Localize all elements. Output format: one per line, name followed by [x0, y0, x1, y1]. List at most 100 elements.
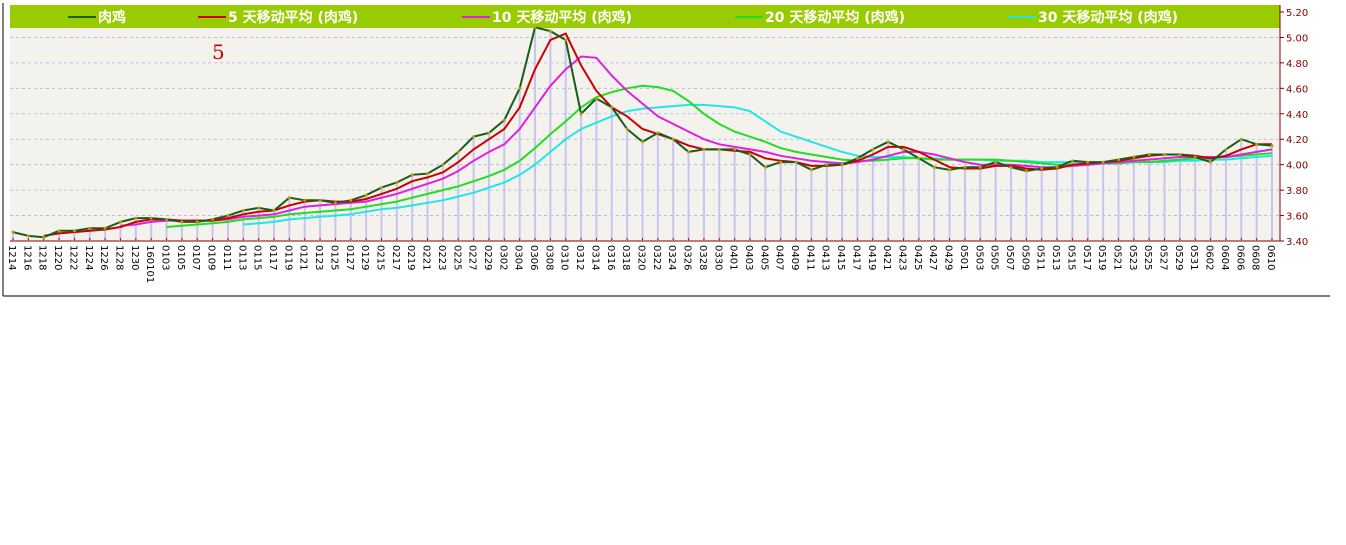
x-tick-label: 0419: [866, 245, 877, 270]
y-tick-label: 5.20: [1286, 8, 1308, 19]
x-tick-label: 1214: [6, 245, 17, 270]
legend-label: 30 天移动平均 (肉鸡): [1038, 9, 1178, 26]
x-tick-label: 0501: [958, 245, 969, 270]
point: [318, 198, 322, 202]
x-tick-group: 0314: [589, 245, 600, 270]
x-tick-group: 0423: [897, 245, 908, 270]
x-tick-label: 0401: [728, 245, 739, 270]
point: [1101, 160, 1105, 164]
point: [1209, 160, 1213, 164]
x-tick-label: 0421: [881, 245, 892, 270]
point: [610, 105, 614, 109]
x-tick-label: 1218: [37, 245, 48, 270]
point: [1132, 155, 1136, 159]
x-tick-label: 0606: [1234, 245, 1245, 270]
y-tick-label: 3.40: [1286, 237, 1308, 248]
x-tick-label: 0310: [559, 245, 570, 270]
legend-label: 20 天移动平均 (肉鸡): [765, 9, 905, 26]
x-tick-group: 0318: [620, 245, 631, 270]
point: [1224, 147, 1228, 151]
point: [1163, 152, 1167, 156]
x-tick-group: 0610: [1265, 245, 1276, 270]
x-tick-group: 1224: [83, 245, 94, 270]
x-tick-group: 0521: [1111, 245, 1122, 270]
legend-label: 5 天移动平均 (肉鸡): [228, 9, 358, 26]
x-tick-label: 1228: [113, 245, 124, 270]
point: [287, 196, 291, 200]
x-tick-label: 0115: [252, 245, 263, 270]
x-tick-group: 0312: [574, 245, 585, 270]
point: [426, 172, 430, 176]
y-tick-label: 4.20: [1286, 135, 1308, 146]
point: [149, 216, 153, 220]
point: [994, 160, 998, 164]
x-tick-group: 1230: [129, 245, 140, 270]
point: [579, 112, 583, 116]
x-tick-group: 0223: [436, 245, 447, 270]
point: [303, 198, 307, 202]
x-tick-label: 1230: [129, 245, 140, 270]
x-tick-group: 0129: [359, 245, 370, 270]
point: [195, 220, 199, 224]
legend-bar: [10, 5, 1280, 28]
x-tick-group: 0427: [927, 245, 938, 270]
x-tick-group: 0417: [850, 245, 861, 270]
point: [886, 140, 890, 144]
point: [548, 29, 552, 33]
point: [656, 131, 660, 135]
x-tick-group: 0115: [252, 245, 263, 270]
point: [902, 147, 906, 151]
point: [11, 230, 15, 234]
x-tick-group: 0604: [1219, 245, 1230, 270]
x-tick-label: 0302: [497, 245, 508, 270]
point: [441, 163, 445, 167]
x-tick-label: 0223: [436, 245, 447, 270]
y-tick-label: 4.60: [1286, 84, 1308, 95]
x-tick-label: 1224: [83, 245, 94, 270]
x-tick-label: 0513: [1050, 245, 1061, 270]
x-tick-group: 0525: [1142, 245, 1153, 270]
x-tick-group: 0602: [1204, 245, 1215, 270]
point: [257, 206, 261, 210]
x-tick-group: 0227: [467, 245, 478, 270]
point: [472, 135, 476, 139]
x-tick-group: 0517: [1081, 245, 1092, 270]
x-tick-label: 0113: [236, 245, 247, 270]
point: [948, 168, 952, 172]
point: [364, 193, 368, 197]
x-tick-group: 0316: [605, 245, 616, 270]
point: [917, 156, 921, 160]
x-tick-group: 0107: [190, 245, 201, 270]
point: [88, 226, 92, 230]
x-tick-label: 0507: [1004, 245, 1015, 270]
point: [134, 216, 138, 220]
point: [349, 198, 353, 202]
x-tick-label: 0503: [973, 245, 984, 270]
x-tick-group: 0608: [1250, 245, 1261, 270]
x-tick-group: 0304: [513, 245, 524, 270]
x-tick-group: 0419: [866, 245, 877, 270]
x-tick-group: 0121: [298, 245, 309, 270]
x-tick-group: 0513: [1050, 245, 1061, 270]
x-tick-group: 0215: [374, 245, 385, 270]
x-tick-group: 160101: [144, 245, 155, 283]
x-tick-label: 0527: [1158, 245, 1169, 270]
x-tick-group: 1218: [37, 245, 48, 270]
x-tick-group: 0306: [528, 245, 539, 270]
point: [855, 156, 859, 160]
x-tick-label: 0529: [1173, 245, 1184, 270]
x-tick-label: 160101: [144, 245, 155, 283]
x-tick-label: 0119: [282, 245, 293, 270]
x-tick-group: 0127: [344, 245, 355, 270]
point: [1086, 160, 1090, 164]
legend-label: 10 天移动平均 (肉鸡): [492, 9, 632, 26]
x-tick-group: 0429: [943, 245, 954, 270]
x-tick-group: 0225: [451, 245, 462, 270]
point: [333, 201, 337, 205]
x-tick-group: 0330: [712, 245, 723, 270]
legend-label: 肉鸡: [98, 9, 126, 26]
point: [103, 226, 107, 230]
point: [1116, 158, 1120, 162]
point: [456, 150, 460, 154]
